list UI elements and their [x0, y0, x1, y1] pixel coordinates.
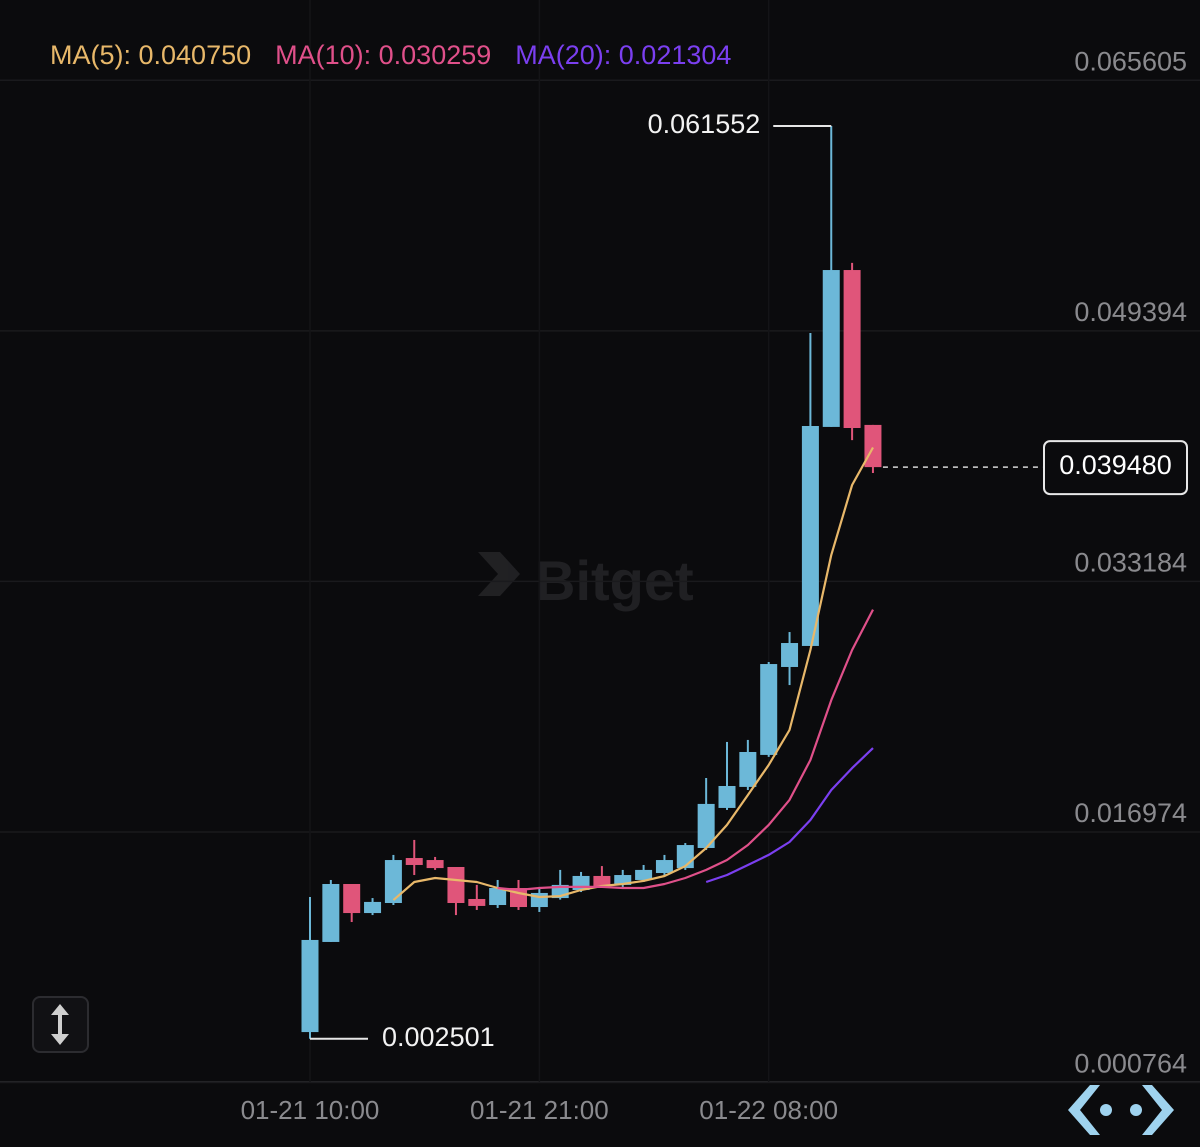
candle-body [697, 803, 715, 848]
y-tick-label: 0.065605 [1074, 46, 1187, 76]
y-tick-label: 0.033184 [1074, 548, 1187, 578]
candle-body [384, 860, 402, 904]
candle-body [301, 939, 319, 1033]
candle-body [426, 860, 444, 869]
y-tick-label: 0.000764 [1074, 1049, 1187, 1079]
last-price-label: 0.039480 [1059, 450, 1172, 480]
axis-toggle-button[interactable] [32, 996, 89, 1053]
y-tick-label: 0.049394 [1074, 297, 1187, 327]
nav-control[interactable] [1068, 1085, 1174, 1135]
candle-body [614, 875, 632, 885]
candle-body [822, 270, 840, 427]
candle-body [468, 898, 486, 906]
candle-body [635, 869, 653, 880]
watermark: Bitget [478, 549, 694, 612]
candle-body [364, 901, 382, 914]
candle-body [405, 858, 423, 865]
last-price-box [1043, 440, 1188, 496]
candle-body [864, 424, 882, 468]
candle-body [343, 883, 361, 914]
candle-body [760, 664, 778, 755]
watermark-logo [478, 552, 520, 596]
candle-body [781, 643, 799, 667]
candle-body [676, 845, 694, 869]
button-icon [51, 1004, 69, 1045]
candle-body [718, 785, 736, 808]
candle-body [843, 270, 861, 429]
ma-line [392, 446, 874, 901]
nav-left[interactable] [1068, 1085, 1100, 1135]
candle-body [593, 875, 611, 887]
candle-body [322, 883, 340, 942]
max-label: 0.061552 [648, 109, 761, 139]
x-tick-label: 01-21 21:00 [470, 1095, 609, 1125]
candle-body [739, 751, 757, 787]
x-tick-label: 01-21 10:00 [241, 1095, 380, 1125]
y-tick-label: 0.016974 [1074, 798, 1187, 828]
nav-right[interactable] [1142, 1085, 1174, 1135]
candle-body [655, 860, 673, 874]
watermark-text: Bitget [535, 549, 694, 612]
candle-body [489, 888, 507, 906]
ma-line [497, 609, 874, 892]
candle-body [801, 425, 819, 646]
legend-entry: MA(20): 0.021304 [515, 40, 731, 70]
legend-entry: MA(5): 0.040750 [50, 40, 251, 70]
x-tick-label: 01-22 08:00 [699, 1095, 838, 1125]
legend-entry: MA(10): 0.030259 [275, 40, 491, 70]
ma-line [705, 747, 874, 884]
min-label: 0.002501 [382, 1022, 495, 1052]
candle-body [447, 866, 465, 904]
nav-dot [1100, 1104, 1112, 1116]
candles [301, 125, 882, 1039]
nav-dot [1130, 1104, 1142, 1116]
